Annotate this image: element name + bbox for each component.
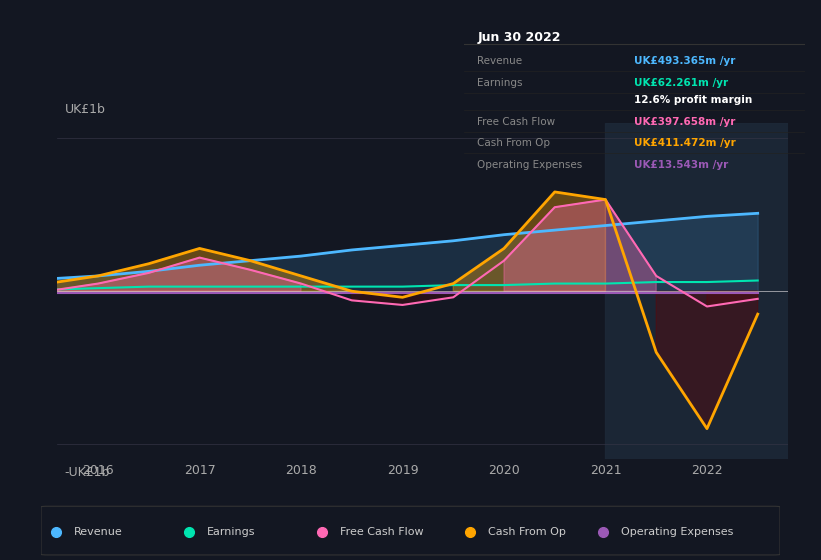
Text: Revenue: Revenue (478, 56, 523, 66)
Text: UK£411.472m /yr: UK£411.472m /yr (635, 138, 736, 148)
Text: -UK£1b: -UK£1b (65, 466, 110, 479)
Text: Free Cash Flow: Free Cash Flow (478, 116, 556, 127)
Text: Operating Expenses: Operating Expenses (621, 527, 733, 537)
Text: UK£493.365m /yr: UK£493.365m /yr (635, 56, 736, 66)
Text: Cash From Op: Cash From Op (478, 138, 551, 148)
Text: Revenue: Revenue (75, 527, 123, 537)
Text: UK£13.543m /yr: UK£13.543m /yr (635, 160, 728, 170)
Text: UK£397.658m /yr: UK£397.658m /yr (635, 116, 736, 127)
Text: Free Cash Flow: Free Cash Flow (341, 527, 424, 537)
Text: Earnings: Earnings (478, 78, 523, 88)
Text: 12.6% profit margin: 12.6% profit margin (635, 95, 753, 105)
Text: Jun 30 2022: Jun 30 2022 (478, 31, 561, 44)
Text: Operating Expenses: Operating Expenses (478, 160, 583, 170)
Text: UK£1b: UK£1b (65, 104, 106, 116)
Text: Cash From Op: Cash From Op (488, 527, 566, 537)
Text: UK£62.261m /yr: UK£62.261m /yr (635, 78, 728, 88)
Bar (606, 123, 788, 459)
Text: Earnings: Earnings (207, 527, 256, 537)
